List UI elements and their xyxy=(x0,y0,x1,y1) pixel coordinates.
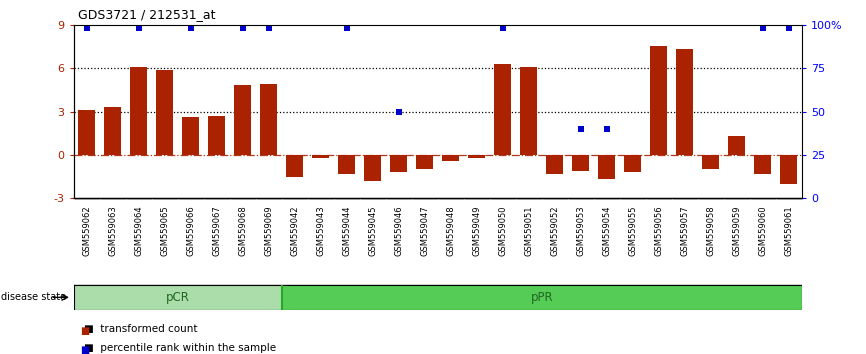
Text: GSM559046: GSM559046 xyxy=(394,205,404,256)
Text: GSM559068: GSM559068 xyxy=(238,205,247,256)
Bar xyxy=(754,155,772,174)
Bar xyxy=(650,46,668,155)
Bar xyxy=(546,155,563,174)
Point xyxy=(184,25,197,31)
Text: GSM559069: GSM559069 xyxy=(264,205,273,256)
Bar xyxy=(365,155,381,181)
Text: GSM559051: GSM559051 xyxy=(524,205,533,256)
Bar xyxy=(598,155,615,179)
Text: GSM559065: GSM559065 xyxy=(160,205,169,256)
Bar xyxy=(728,136,746,155)
Text: ■  transformed count: ■ transformed count xyxy=(84,324,197,334)
Text: GSM559058: GSM559058 xyxy=(707,205,715,256)
Point xyxy=(782,25,796,31)
Text: GSM559064: GSM559064 xyxy=(134,205,143,256)
Text: GDS3721 / 212531_at: GDS3721 / 212531_at xyxy=(78,8,216,21)
Text: GSM559050: GSM559050 xyxy=(498,205,507,256)
Bar xyxy=(130,67,147,155)
Text: GSM559048: GSM559048 xyxy=(446,205,456,256)
Bar xyxy=(676,49,694,155)
Bar xyxy=(339,155,355,174)
Text: GSM559044: GSM559044 xyxy=(342,205,352,256)
Bar xyxy=(74,285,281,310)
Text: GSM559042: GSM559042 xyxy=(290,205,299,256)
Text: GSM559060: GSM559060 xyxy=(759,205,767,256)
Bar xyxy=(443,155,459,161)
Text: GSM559054: GSM559054 xyxy=(603,205,611,256)
Bar xyxy=(261,84,277,155)
Bar xyxy=(391,155,407,172)
Bar xyxy=(469,155,485,158)
Text: pPR: pPR xyxy=(531,291,553,304)
Bar xyxy=(624,155,642,172)
Point xyxy=(756,25,770,31)
Text: ■: ■ xyxy=(81,326,90,336)
Point xyxy=(339,25,353,31)
Text: GSM559059: GSM559059 xyxy=(733,205,741,256)
Text: disease state: disease state xyxy=(1,292,66,302)
Bar xyxy=(702,155,720,169)
Text: ■  percentile rank within the sample: ■ percentile rank within the sample xyxy=(84,343,276,353)
Point xyxy=(391,109,405,114)
Text: GSM559043: GSM559043 xyxy=(316,205,326,256)
Bar xyxy=(313,155,329,158)
Bar xyxy=(78,110,95,155)
Point xyxy=(262,25,275,31)
Text: GSM559049: GSM559049 xyxy=(472,205,481,256)
Text: GSM559057: GSM559057 xyxy=(681,205,689,256)
Bar xyxy=(104,107,121,155)
Bar xyxy=(520,67,537,155)
Text: GSM559053: GSM559053 xyxy=(577,205,585,256)
Point xyxy=(574,126,588,132)
Bar xyxy=(156,70,173,155)
Text: GSM559062: GSM559062 xyxy=(82,205,91,256)
Point xyxy=(80,25,94,31)
Bar xyxy=(281,285,802,310)
Bar xyxy=(494,64,511,155)
Bar xyxy=(182,117,199,155)
Bar xyxy=(417,155,433,169)
Bar xyxy=(287,155,303,177)
Text: GSM559066: GSM559066 xyxy=(186,205,195,256)
Text: GSM559055: GSM559055 xyxy=(629,205,637,256)
Text: pCR: pCR xyxy=(165,291,190,304)
Point xyxy=(132,25,145,31)
Bar xyxy=(572,155,589,171)
Text: GSM559067: GSM559067 xyxy=(212,205,221,256)
Text: GSM559056: GSM559056 xyxy=(655,205,663,256)
Bar xyxy=(234,85,251,155)
Text: GSM559052: GSM559052 xyxy=(550,205,559,256)
Text: GSM559061: GSM559061 xyxy=(785,205,793,256)
Point xyxy=(600,126,614,132)
Point xyxy=(496,25,510,31)
Text: ■: ■ xyxy=(81,345,90,354)
Text: GSM559047: GSM559047 xyxy=(420,205,430,256)
Bar xyxy=(208,116,225,155)
Text: GSM559063: GSM559063 xyxy=(108,205,117,256)
Text: GSM559045: GSM559045 xyxy=(368,205,378,256)
Bar xyxy=(780,155,798,184)
Point xyxy=(236,25,249,31)
